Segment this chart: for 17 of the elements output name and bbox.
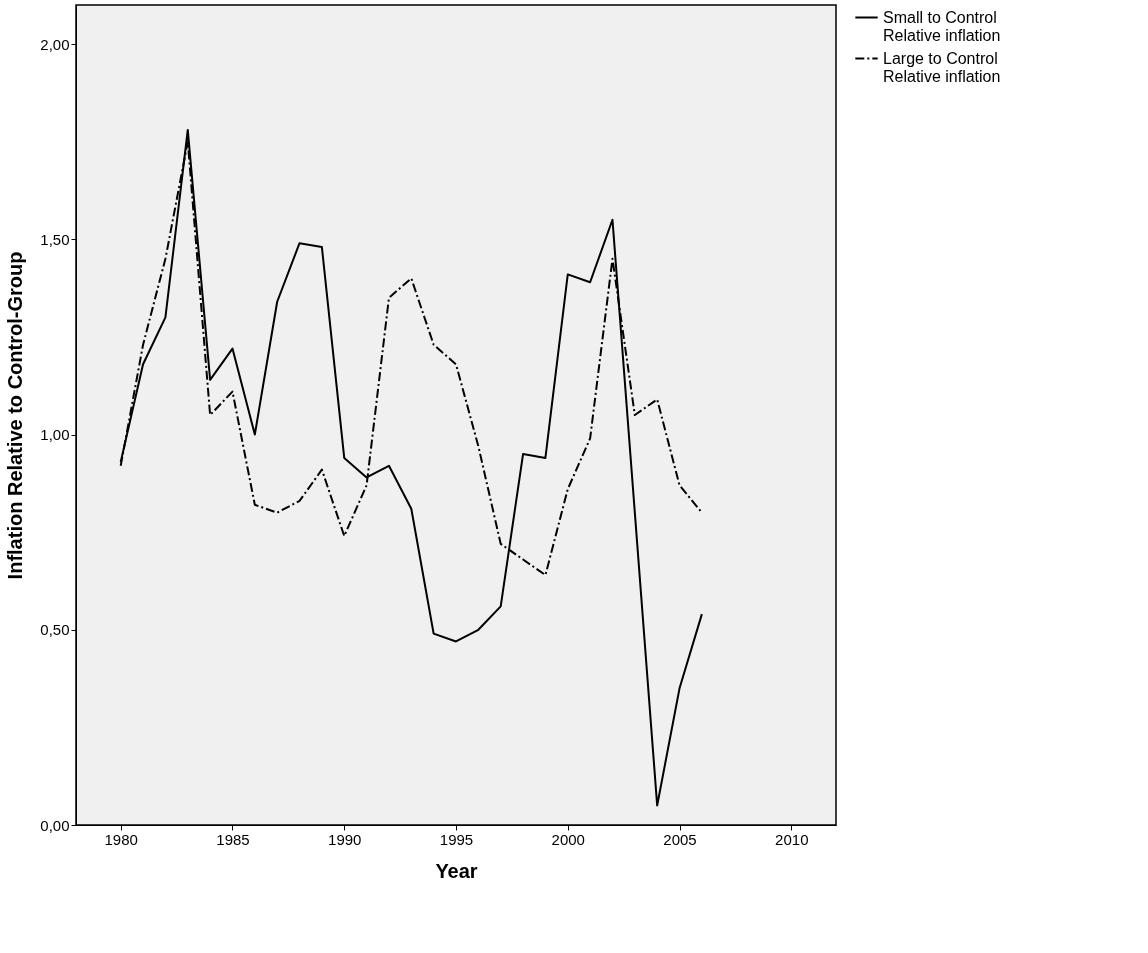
- y-tick-label: 0,50: [40, 621, 70, 639]
- x-tick-label: 2005: [663, 830, 697, 848]
- x-tick-label: 1980: [104, 830, 138, 848]
- y-tick-label: 0,00: [40, 816, 70, 834]
- x-tick-label: 2010: [775, 830, 809, 848]
- y-tick-label: 1,50: [40, 230, 70, 248]
- x-tick-label: 1990: [328, 830, 362, 848]
- legend-label: Large to Control Relative inflation: [883, 49, 1001, 85]
- x-axis-title: Year: [435, 859, 478, 882]
- legend-label: Small to Control Relative inflation: [883, 8, 1001, 44]
- x-tick-label: 1985: [216, 830, 250, 848]
- y-axis-title: Inflation Relative to Control-Group: [4, 251, 27, 580]
- line-series: [119, 128, 703, 807]
- y-tick-label: 2,00: [40, 35, 70, 53]
- y-tick-label: 1,00: [40, 426, 70, 444]
- x-tick-label: 1995: [439, 830, 474, 848]
- x-tick-label: 2000: [551, 830, 585, 848]
